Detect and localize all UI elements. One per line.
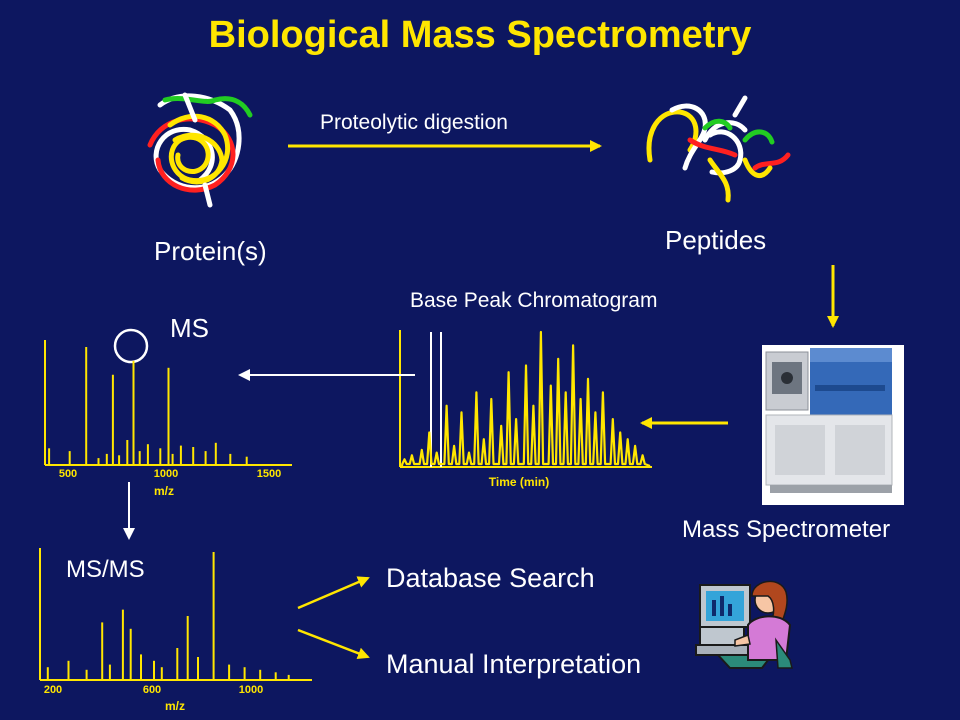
msms-spectrum-chart [39,548,312,681]
mass-spectrometer-icon [762,345,904,505]
ms-tick-label: 1500 [256,468,282,480]
digestion-label: Proteolytic digestion [320,111,508,134]
selected-precursor-circle [113,328,149,364]
ms-tick-label: 500 [58,468,78,480]
ms-x-axis-title: m/z [153,484,175,498]
chromatogram-trace [400,330,651,468]
base-peak-chromatogram-chart [399,330,652,468]
peptides-label: Peptides [665,225,767,255]
to-manual-interpretation-arrow [297,628,370,659]
ms-tick-label: 1000 [153,468,179,480]
chromatogram-x-axis-title: Time (min) [488,475,550,489]
database-search-label: Database Search [386,563,595,593]
mass-spectrometer-label: Mass Spectrometer [682,516,891,543]
msms-tick-label: 600 [142,684,162,696]
page-title: Biological Mass Spectrometry [208,14,752,56]
chromatogram-title: Base Peak Chromatogram [410,289,658,312]
analyst-at-computer-icon [695,580,793,669]
to-database-search-arrow [297,576,370,610]
msms-tick-label: 200 [43,684,63,696]
manual-interpretation-label: Manual Interpretation [386,649,642,679]
peptides-icon [646,95,791,203]
msms-tick-label: 1000 [238,684,264,696]
protein-tangle-icon [147,92,253,208]
msms-label: MS/MS [66,556,145,583]
ms-label: MS [170,313,209,343]
protein-label: Protein(s) [154,236,267,266]
msms-x-axis-title: m/z [164,699,186,713]
ms-spectrum-chart [44,328,292,466]
